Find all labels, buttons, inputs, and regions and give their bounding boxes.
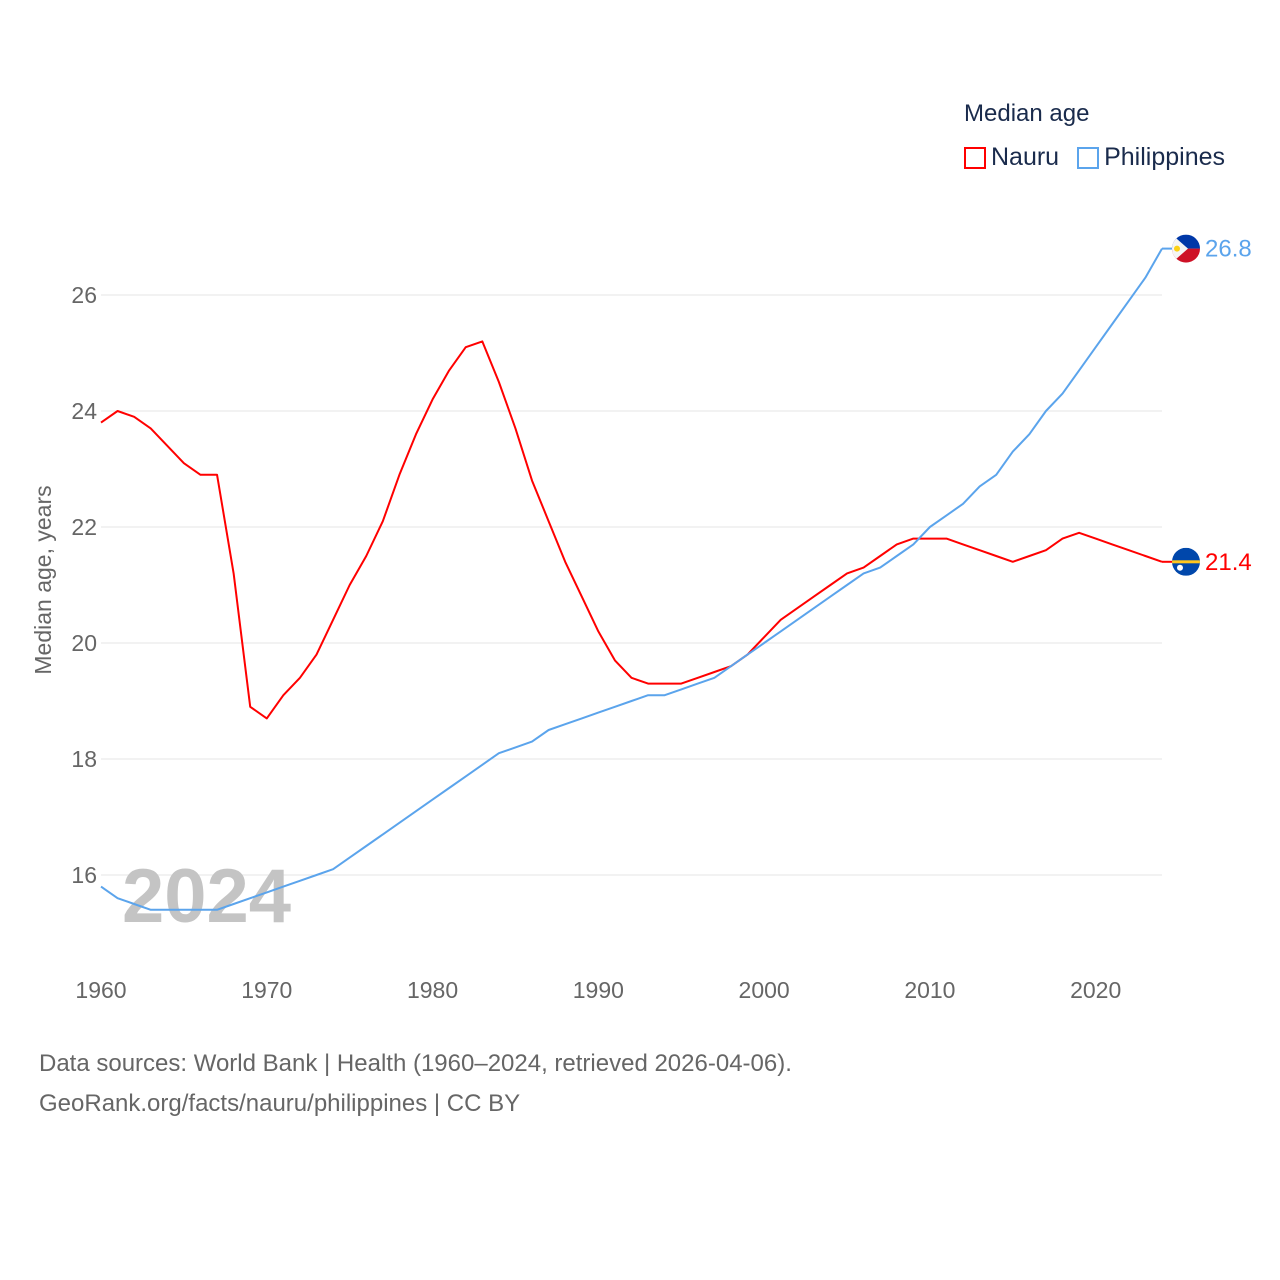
- flag-nauru-icon: [1172, 547, 1200, 576]
- series-line-philippines: [100, 248, 1163, 911]
- end-value-label-philippines: 26.8: [1205, 236, 1252, 263]
- y-axis-label: Median age, years: [30, 485, 56, 674]
- y-tick-label: 24: [71, 398, 97, 424]
- line-chart: 2024 16 18 20 22 24 26 1960 1970 1980 1990 2000 201…: [30, 234, 1252, 1003]
- y-tick-label: 20: [71, 630, 97, 656]
- legend-item-nauru[interactable]: Nauru: [964, 143, 1059, 172]
- y-tick-label: 18: [71, 746, 97, 772]
- y-tick-label: 22: [71, 514, 97, 540]
- series-line-nauru: [100, 340, 1163, 720]
- footer: Data sources: World Bank | Health (1960–…: [39, 1044, 792, 1124]
- year-watermark: 2024: [122, 854, 291, 939]
- x-tick-label: 2020: [1070, 977, 1121, 1003]
- flag-body: [1172, 234, 1200, 263]
- flag-sun: [1174, 245, 1180, 252]
- x-tick-label: 2000: [739, 977, 790, 1003]
- x-tick-label: 1990: [573, 977, 624, 1003]
- x-tick-label: 2010: [904, 977, 955, 1003]
- x-tick-label: 1960: [75, 977, 126, 1003]
- legend-title: Median age: [964, 100, 1090, 127]
- legend: Nauru Philippines: [964, 143, 1225, 172]
- legend-label-nauru: Nauru: [991, 143, 1060, 171]
- x-tick-label: 1970: [241, 977, 292, 1003]
- flag-philippines-icon: [1172, 234, 1200, 263]
- y-tick-label: 16: [71, 862, 97, 888]
- y-tick-label: 26: [71, 282, 97, 308]
- flag-body: [1172, 547, 1200, 576]
- legend-item-philippines[interactable]: Philippines: [1077, 143, 1225, 172]
- legend-swatch-nauru: [964, 146, 986, 169]
- flag-star: [1177, 564, 1183, 571]
- flag-stripe: [1172, 560, 1200, 564]
- end-value-label-nauru: 21.4: [1205, 549, 1252, 576]
- x-tick-label: 1980: [407, 977, 458, 1003]
- source-link[interactable]: GeoRank.org/facts/nauru/philippines | CC…: [39, 1090, 521, 1117]
- data-source-note: Data sources: World Bank | Health (1960–…: [39, 1050, 792, 1077]
- legend-label-philippines: Philippines: [1104, 143, 1226, 171]
- legend-swatch-philippines: [1077, 146, 1100, 169]
